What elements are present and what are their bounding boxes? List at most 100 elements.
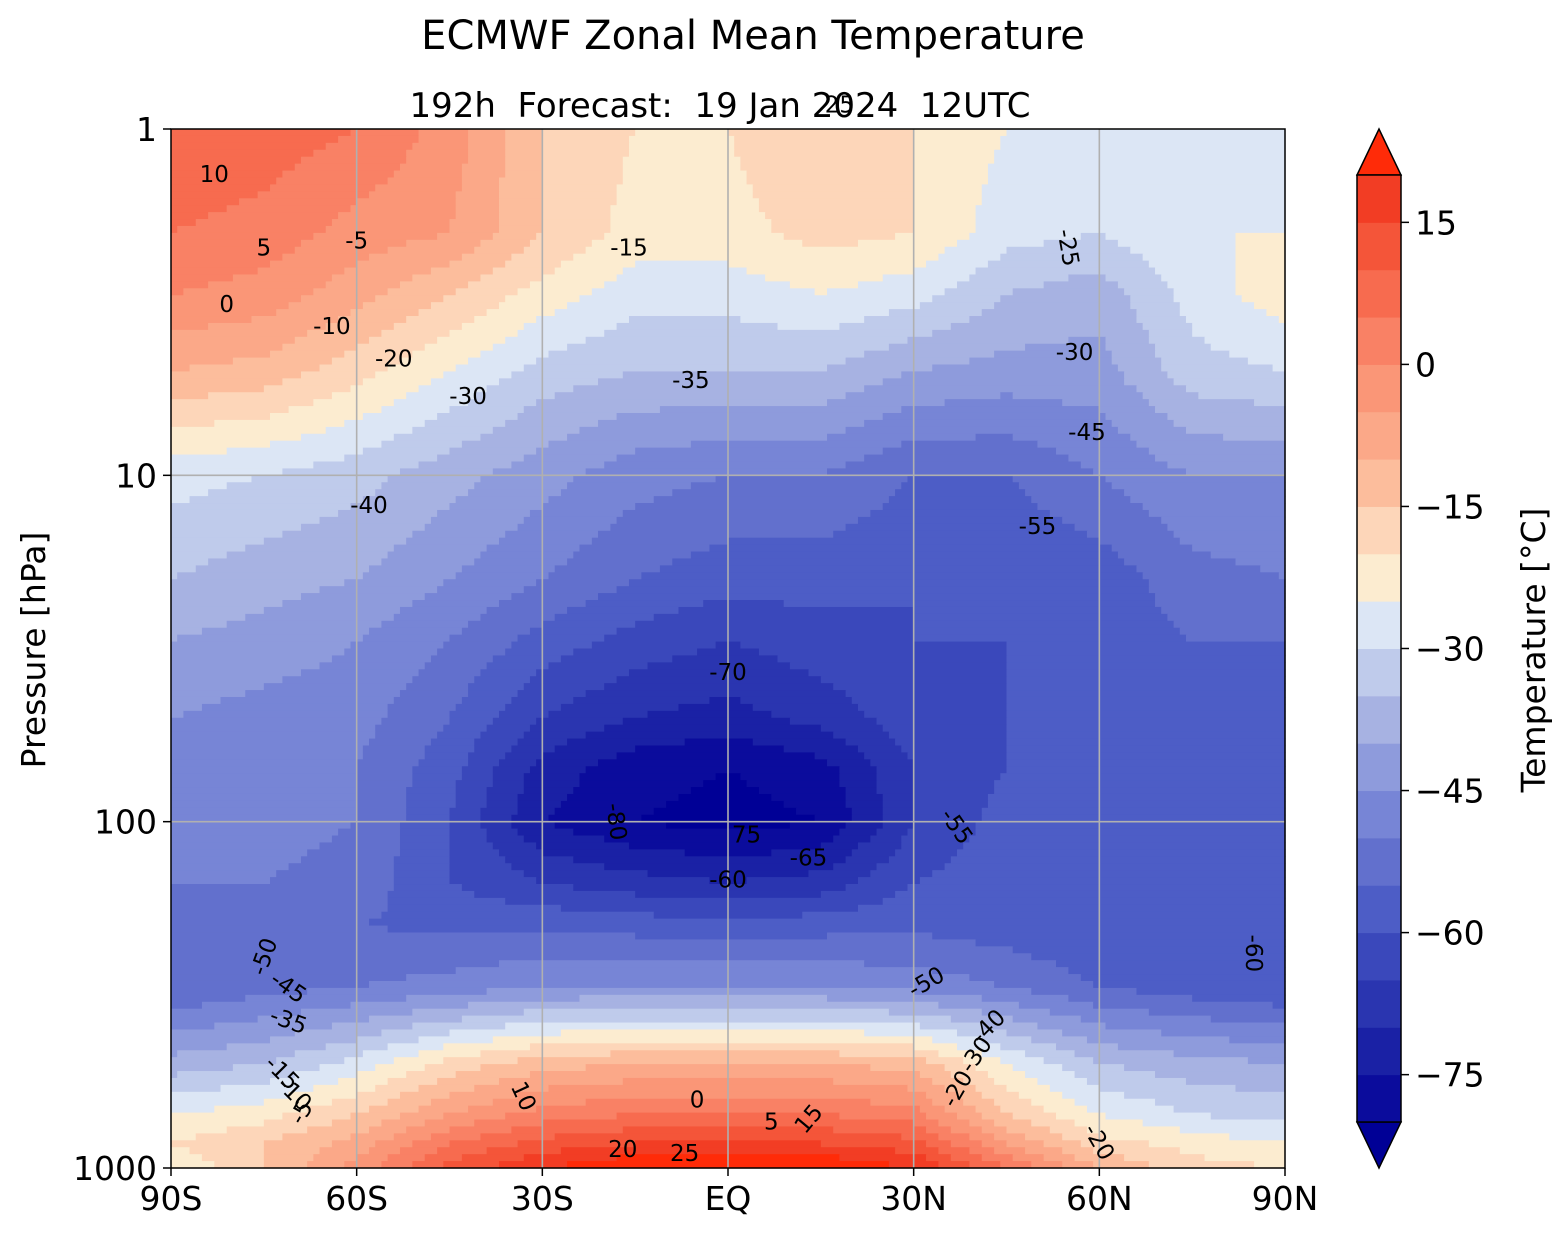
- contour-cell: [1074, 1050, 1175, 1058]
- contour-cell: [573, 475, 717, 483]
- contour-cell: [1031, 1098, 1076, 1107]
- contour-cell: [833, 530, 1088, 539]
- contour-cell: [430, 378, 500, 386]
- contour-cell: [455, 780, 494, 788]
- contour-cell: [412, 600, 500, 608]
- contour-cell: [827, 759, 871, 767]
- contour-cell: [1043, 1105, 1088, 1114]
- contour-cell: [938, 253, 1001, 262]
- contour-cell: [981, 198, 1286, 206]
- contour-cell: [443, 724, 488, 733]
- contour-cell: [356, 787, 407, 795]
- contour-cell: [579, 544, 711, 553]
- contour-cell: [901, 406, 1100, 414]
- contour-cell: [969, 1133, 995, 1141]
- contour-cell: [511, 745, 556, 753]
- contour-cell: [437, 412, 519, 421]
- contour-label: 10: [200, 162, 229, 188]
- contour-cell: [1043, 239, 1119, 248]
- contour-cell: [932, 967, 1069, 975]
- contour-cell: [461, 1154, 525, 1162]
- contour-cell: [827, 364, 933, 373]
- contour-cell: [406, 537, 500, 546]
- contour-cell: [529, 281, 605, 289]
- contour-cell: [740, 156, 915, 165]
- contour-cell: [913, 149, 995, 158]
- contour-cell: [300, 239, 407, 248]
- contour-cell: [171, 156, 302, 165]
- contour-cell: [505, 142, 543, 151]
- contour-cell: [171, 496, 191, 504]
- contour-cell: [171, 1147, 191, 1155]
- contour-cell: [876, 773, 915, 781]
- contour-cell: [399, 849, 451, 857]
- contour-cell: [480, 1133, 556, 1141]
- contour-cell: [950, 856, 1286, 864]
- contour-cell: [455, 212, 500, 220]
- contour-cell: [1260, 565, 1286, 573]
- contour-cell: [437, 232, 494, 241]
- contour-cell: [746, 267, 915, 276]
- contour-cell: [208, 322, 327, 331]
- contour-cell: [845, 426, 1119, 435]
- contour-cell: [486, 1147, 562, 1155]
- contour-cell: [300, 295, 376, 303]
- contour-cell: [981, 191, 1286, 199]
- contour-cell: [1155, 267, 1237, 276]
- contour-cell: [1142, 253, 1237, 262]
- contour-cell: [393, 877, 451, 885]
- contour-cell: [932, 932, 1286, 941]
- contour-cell: [468, 357, 537, 366]
- contour-cell: [975, 1064, 1014, 1072]
- contour-cell: [171, 987, 308, 996]
- contour-cell: [932, 1098, 964, 1107]
- contour-cell: [171, 357, 234, 366]
- contour-cell: [1012, 1015, 1082, 1024]
- contour-cell: [1080, 974, 1286, 982]
- contour-cell: [201, 627, 370, 636]
- contour-cell: [864, 350, 995, 359]
- contour-cell: [505, 897, 884, 906]
- contour-cell: [449, 329, 519, 338]
- contour-cell: [833, 863, 878, 871]
- contour-cell: [579, 295, 933, 303]
- contour-cell: [449, 828, 488, 837]
- contour-cell: [171, 1071, 178, 1079]
- contour-cell: [635, 129, 729, 137]
- contour-cell: [226, 1126, 308, 1134]
- contour-cell: [486, 987, 915, 996]
- contour-cell: [300, 856, 395, 864]
- contour-cell: [1111, 357, 1162, 366]
- contour-cell: [604, 634, 915, 643]
- contour-cell: [499, 212, 543, 220]
- contour-cell: [263, 537, 407, 546]
- contour-cell: [362, 1050, 420, 1058]
- contour-cell: [839, 828, 878, 837]
- contour-cell: [171, 738, 370, 747]
- contour-cell: [1167, 613, 1286, 622]
- contour-cell: [963, 1077, 995, 1086]
- contour-cell: [616, 454, 865, 463]
- contour-cell: [845, 357, 970, 366]
- contour-label: -15: [610, 236, 648, 262]
- contour-cell: [449, 717, 494, 726]
- contour-cell: [387, 364, 457, 373]
- contour-cell: [1210, 343, 1286, 352]
- contour-cell: [461, 440, 550, 449]
- contour-cell: [474, 890, 636, 899]
- contour-cell: [449, 225, 500, 234]
- contour-cell: [591, 537, 729, 546]
- colorbar-segment: [1357, 222, 1401, 271]
- contour-cell: [171, 1105, 215, 1114]
- contour-cell: [468, 620, 543, 629]
- contour-cell: [344, 350, 413, 359]
- contour-cell: [1185, 1077, 1286, 1086]
- contour-cell: [529, 627, 618, 636]
- contour-label: -80: [600, 801, 631, 842]
- contour-cell: [171, 745, 364, 753]
- contour-cell: [412, 274, 482, 282]
- contour-cell: [1167, 523, 1286, 532]
- contour-cell: [171, 662, 321, 670]
- contour-cell: [406, 156, 469, 165]
- contour-cell: [171, 717, 383, 726]
